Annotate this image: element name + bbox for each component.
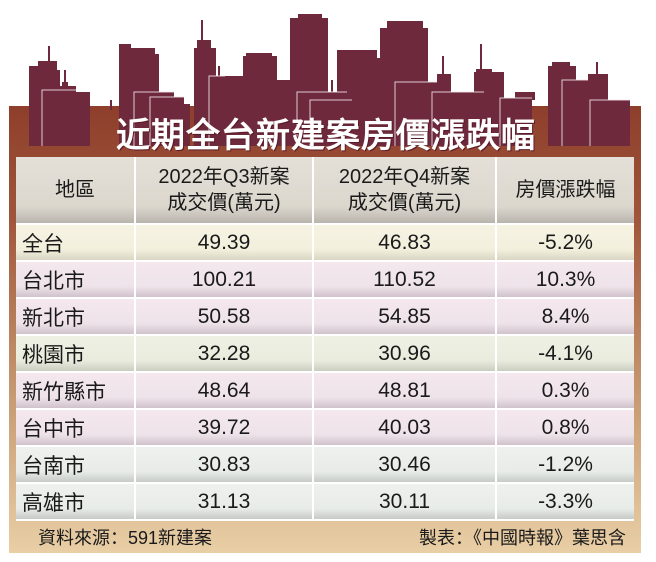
- q4-price-cell: 110.52: [314, 262, 497, 299]
- table-row: 桃園市 32.28 30.96 -4.1%: [16, 336, 634, 373]
- chart-title: 近期全台新建案房價漲跌幅: [116, 115, 536, 156]
- header-q3-price: 2022年Q3新案 成交價(萬元): [136, 157, 314, 225]
- table-row: 新北市 50.58 54.85 8.4%: [16, 299, 634, 336]
- q4-price-cell: 46.83: [314, 225, 497, 262]
- change-cell: -1.2%: [497, 447, 634, 484]
- q4-price-cell: 30.11: [314, 484, 497, 521]
- change-cell: -5.2%: [497, 225, 634, 262]
- chart-footer: 資料來源：591新建案 製表：《中國時報》葉思含: [16, 521, 634, 553]
- title-banner: 近期全台新建案房價漲跌幅: [20, 110, 632, 156]
- q4-price-cell: 30.46: [314, 447, 497, 484]
- change-cell: -3.3%: [497, 484, 634, 521]
- table-row: 全台 49.39 46.83 -5.2%: [16, 225, 634, 262]
- chart-credit: 製表：《中國時報》葉思含: [419, 528, 626, 548]
- table-row: 高雄市 31.13 30.11 -3.3%: [16, 484, 634, 521]
- q4-price-cell: 54.85: [314, 299, 497, 336]
- q3-price-cell: 100.21: [136, 262, 314, 299]
- q3-price-cell: 50.58: [136, 299, 314, 336]
- header-change-label: 房價漲跌幅: [515, 179, 616, 201]
- region-cell: 台南市: [16, 447, 136, 484]
- price-table: 地區 2022年Q3新案 成交價(萬元) 2022年Q4新案 成交價(萬元) 房…: [16, 157, 634, 521]
- table-row: 台南市 30.83 30.46 -1.2%: [16, 447, 634, 484]
- header-region: 地區: [16, 157, 136, 225]
- header-q4-price: 2022年Q4新案 成交價(萬元): [314, 157, 497, 225]
- header-q4-line1: 2022年Q4新案: [338, 166, 471, 188]
- header-q4-line2: 成交價(萬元): [347, 192, 462, 214]
- region-cell: 桃園市: [16, 336, 136, 373]
- region-cell: 台中市: [16, 410, 136, 447]
- region-cell: 新竹縣市: [16, 373, 136, 410]
- region-cell: 高雄市: [16, 484, 136, 521]
- region-cell: 全台: [16, 225, 136, 262]
- table-row: 新竹縣市 48.64 48.81 0.3%: [16, 373, 634, 410]
- q3-price-cell: 31.13: [136, 484, 314, 521]
- table-header-row: 地區 2022年Q3新案 成交價(萬元) 2022年Q4新案 成交價(萬元) 房…: [16, 157, 634, 225]
- change-cell: 10.3%: [497, 262, 634, 299]
- header-q3-line2: 成交價(萬元): [167, 192, 281, 214]
- region-cell: 台北市: [16, 262, 136, 299]
- q4-price-cell: 30.96: [314, 336, 497, 373]
- data-source: 資料來源：591新建案: [38, 528, 213, 548]
- q3-price-cell: 48.64: [136, 373, 314, 410]
- q3-price-cell: 39.72: [136, 410, 314, 447]
- change-cell: 0.3%: [497, 373, 634, 410]
- change-cell: -4.1%: [497, 336, 634, 373]
- q3-price-cell: 30.83: [136, 447, 314, 484]
- header-q3-line1: 2022年Q3新案: [158, 166, 290, 188]
- table-row: 台北市 100.21 110.52 10.3%: [16, 262, 634, 299]
- change-cell: 0.8%: [497, 410, 634, 447]
- q3-price-cell: 49.39: [136, 225, 314, 262]
- q4-price-cell: 48.81: [314, 373, 497, 410]
- q3-price-cell: 32.28: [136, 336, 314, 373]
- header-region-label: 地區: [55, 179, 95, 201]
- city-skyline-illustration: [29, 14, 630, 146]
- header-change: 房價漲跌幅: [497, 157, 634, 225]
- region-cell: 新北市: [16, 299, 136, 336]
- change-cell: 8.4%: [497, 299, 634, 336]
- q4-price-cell: 40.03: [314, 410, 497, 447]
- table-row: 台中市 39.72 40.03 0.8%: [16, 410, 634, 447]
